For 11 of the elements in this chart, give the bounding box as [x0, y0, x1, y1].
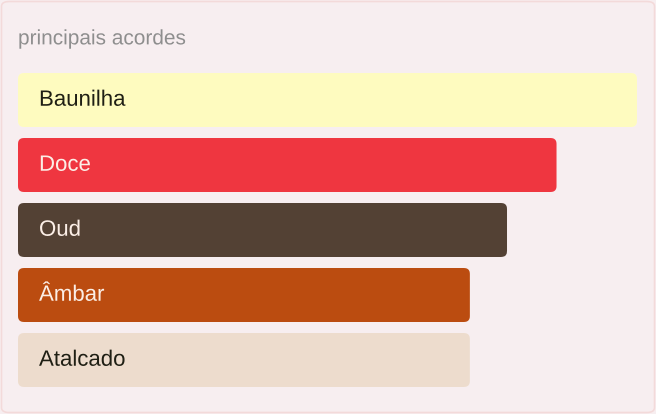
bar — [18, 333, 470, 387]
y-tick-label: Baunilha — [40, 90, 126, 106]
chart-title: principais acordes — [19, 29, 186, 49]
y-tick-label: Doce — [40, 155, 90, 171]
y-tick-label: Oud — [40, 220, 80, 236]
bar — [18, 203, 508, 257]
bar — [18, 268, 470, 322]
bar — [18, 73, 637, 127]
y-tick-label: Âmbar — [39, 281, 104, 301]
y-tick-label: Atalcado — [39, 350, 125, 366]
bar — [18, 138, 557, 192]
